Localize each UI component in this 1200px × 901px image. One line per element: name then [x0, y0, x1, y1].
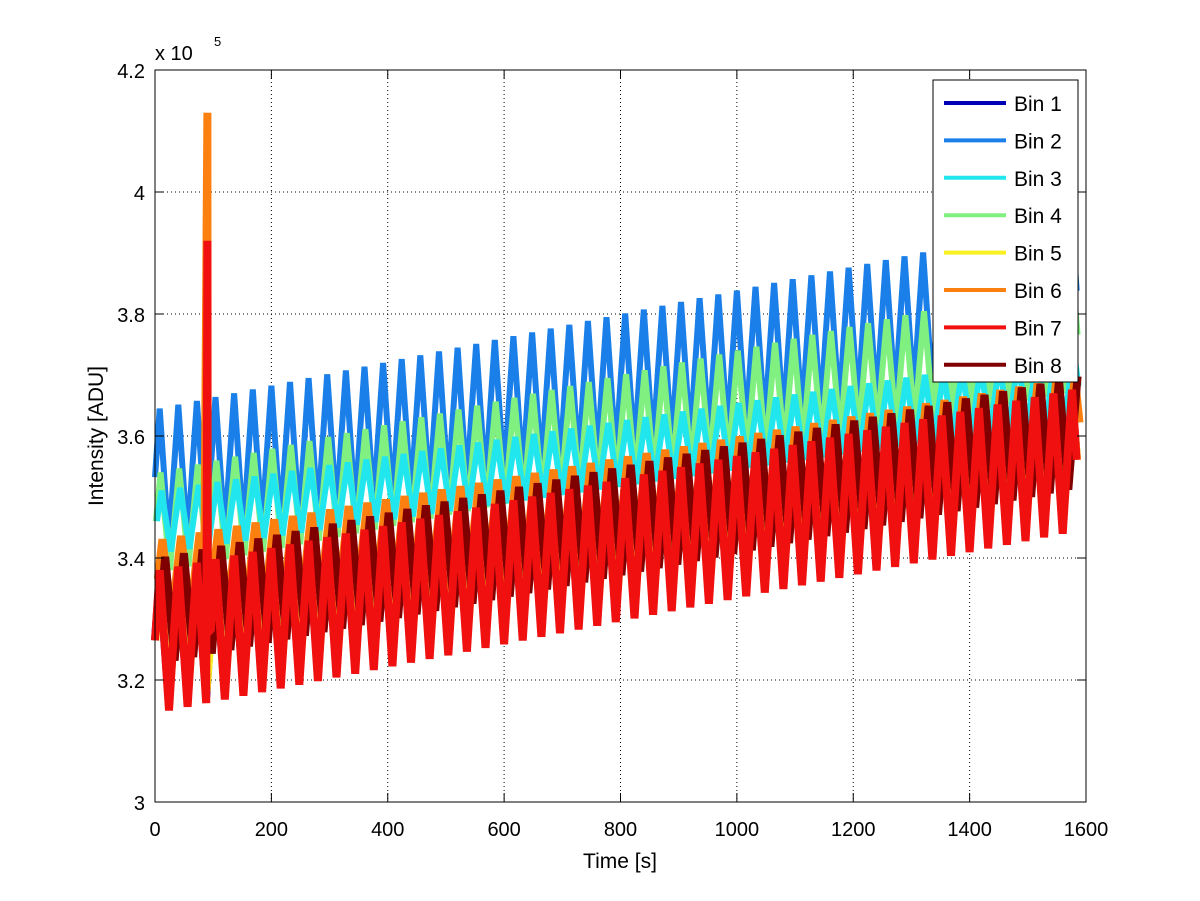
x-tick-label: 1400: [947, 819, 992, 841]
x-tick-label: 1000: [715, 819, 760, 841]
y-tick-label: 4.2: [117, 61, 145, 83]
legend-label-bin-5: Bin 5: [1014, 243, 1062, 266]
y-multiplier-exponent: 5: [214, 34, 221, 49]
x-tick-label: 400: [371, 819, 404, 841]
y-tick-label: 3.8: [117, 305, 145, 327]
series-group: [151, 112, 1084, 711]
legend-label-bin-2: Bin 2: [1014, 130, 1062, 153]
x-tick-label: 200: [255, 819, 288, 841]
legend-label-bin-6: Bin 6: [1014, 280, 1062, 303]
y-tick-label: 3: [134, 793, 145, 815]
legend-label-bin-8: Bin 8: [1014, 355, 1062, 378]
legend-label-bin-1: Bin 1: [1014, 93, 1062, 116]
x-tick-label: 0: [149, 819, 160, 841]
x-axis-label: Time [s]: [583, 850, 657, 873]
axis-ticks: 0 200 400 600 800 1000 1200 1400 1600 3 3.2 3.4 3.6 3…: [117, 61, 1108, 841]
y-tick-label: 3.6: [117, 427, 145, 449]
x-tick-label: 1200: [831, 819, 876, 841]
series-line-bin-7: [151, 240, 1081, 711]
y-tick-label: 4: [134, 183, 145, 205]
y-tick-label: 3.4: [117, 549, 145, 571]
legend: Bin 1 Bin 2 Bin 3 Bin 4 Bin 5 Bin 6 Bin 7 Bin 8: [932, 79, 1079, 383]
legend-label-bin-3: Bin 3: [1014, 168, 1062, 191]
y-multiplier-label: x 10: [155, 43, 193, 65]
legend-box: [932, 79, 1079, 383]
y-axis-label: Intensity [ADU]: [85, 366, 108, 506]
x-tick-label: 1600: [1064, 819, 1109, 841]
x-tick-label: 600: [487, 819, 520, 841]
y-tick-label: 3.2: [117, 671, 145, 693]
legend-label-bin-4: Bin 4: [1014, 205, 1062, 228]
legend-label-bin-7: Bin 7: [1014, 317, 1062, 340]
x-tick-label: 800: [604, 819, 637, 841]
